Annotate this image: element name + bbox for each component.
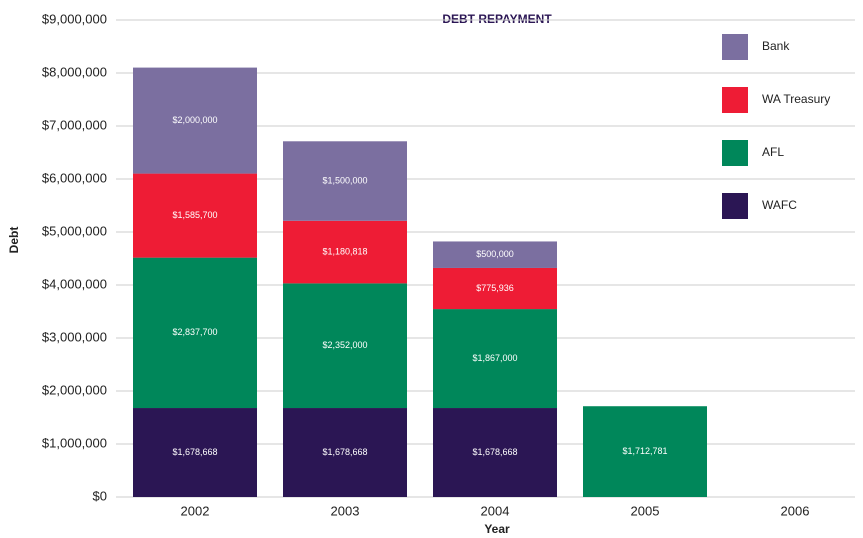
value-label: $1,678,668 bbox=[172, 447, 217, 457]
value-label: $1,712,781 bbox=[622, 446, 667, 456]
value-label: $1,867,000 bbox=[472, 353, 517, 363]
value-label: $775,936 bbox=[476, 283, 514, 293]
y-tick-label: $6,000,000 bbox=[42, 170, 107, 185]
value-label: $2,000,000 bbox=[172, 115, 217, 125]
y-tick-label: $1,000,000 bbox=[42, 435, 107, 450]
bar-segment bbox=[433, 408, 557, 497]
y-tick-label: $7,000,000 bbox=[42, 117, 107, 132]
legend-label: Bank bbox=[762, 39, 790, 53]
chart-title: DEBT REPAYMENT bbox=[442, 12, 552, 26]
bar-segment bbox=[133, 257, 257, 409]
bar-segment bbox=[433, 241, 557, 268]
y-tick-label: $5,000,000 bbox=[42, 223, 107, 238]
bar-segment bbox=[433, 267, 557, 310]
bar-segment bbox=[133, 173, 257, 258]
value-label: $1,678,668 bbox=[472, 447, 517, 457]
bar-segment bbox=[133, 67, 257, 174]
legend-swatch bbox=[722, 140, 748, 166]
x-axis-label: Year bbox=[484, 522, 510, 536]
legend-swatch bbox=[722, 193, 748, 219]
value-label: $1,180,818 bbox=[322, 246, 367, 256]
x-tick-label: 2002 bbox=[181, 503, 210, 518]
x-tick-label: 2004 bbox=[481, 503, 510, 518]
bar-segment bbox=[283, 283, 407, 409]
legend-label: AFL bbox=[762, 145, 784, 159]
bar-segment bbox=[433, 309, 557, 409]
legend-label: WAFC bbox=[762, 198, 797, 212]
bar-segment bbox=[133, 408, 257, 497]
x-tick-label: 2006 bbox=[781, 503, 810, 518]
x-tick-label: 2003 bbox=[331, 503, 360, 518]
y-tick-label: $4,000,000 bbox=[42, 276, 107, 291]
y-tick-label: $8,000,000 bbox=[42, 64, 107, 79]
x-tick-label: 2005 bbox=[631, 503, 660, 518]
value-label: $1,500,000 bbox=[322, 175, 367, 185]
bar-segment bbox=[283, 141, 407, 221]
y-tick-label: $2,000,000 bbox=[42, 382, 107, 397]
value-label: $1,585,700 bbox=[172, 210, 217, 220]
value-label: $1,678,668 bbox=[322, 447, 367, 457]
bar-segment bbox=[283, 220, 407, 284]
value-label: $2,837,700 bbox=[172, 327, 217, 337]
value-label: $500,000 bbox=[476, 249, 514, 259]
y-tick-label: $0 bbox=[93, 488, 107, 503]
y-tick-label: $3,000,000 bbox=[42, 329, 107, 344]
legend-label: WA Treasury bbox=[762, 92, 830, 106]
y-axis-label: Debt bbox=[7, 227, 21, 254]
y-tick-label: $9,000,000 bbox=[42, 11, 107, 26]
bar-segment bbox=[283, 408, 407, 497]
value-label: $2,352,000 bbox=[322, 340, 367, 350]
legend-swatch bbox=[722, 87, 748, 113]
legend-swatch bbox=[722, 34, 748, 60]
bar-segment bbox=[583, 406, 707, 497]
